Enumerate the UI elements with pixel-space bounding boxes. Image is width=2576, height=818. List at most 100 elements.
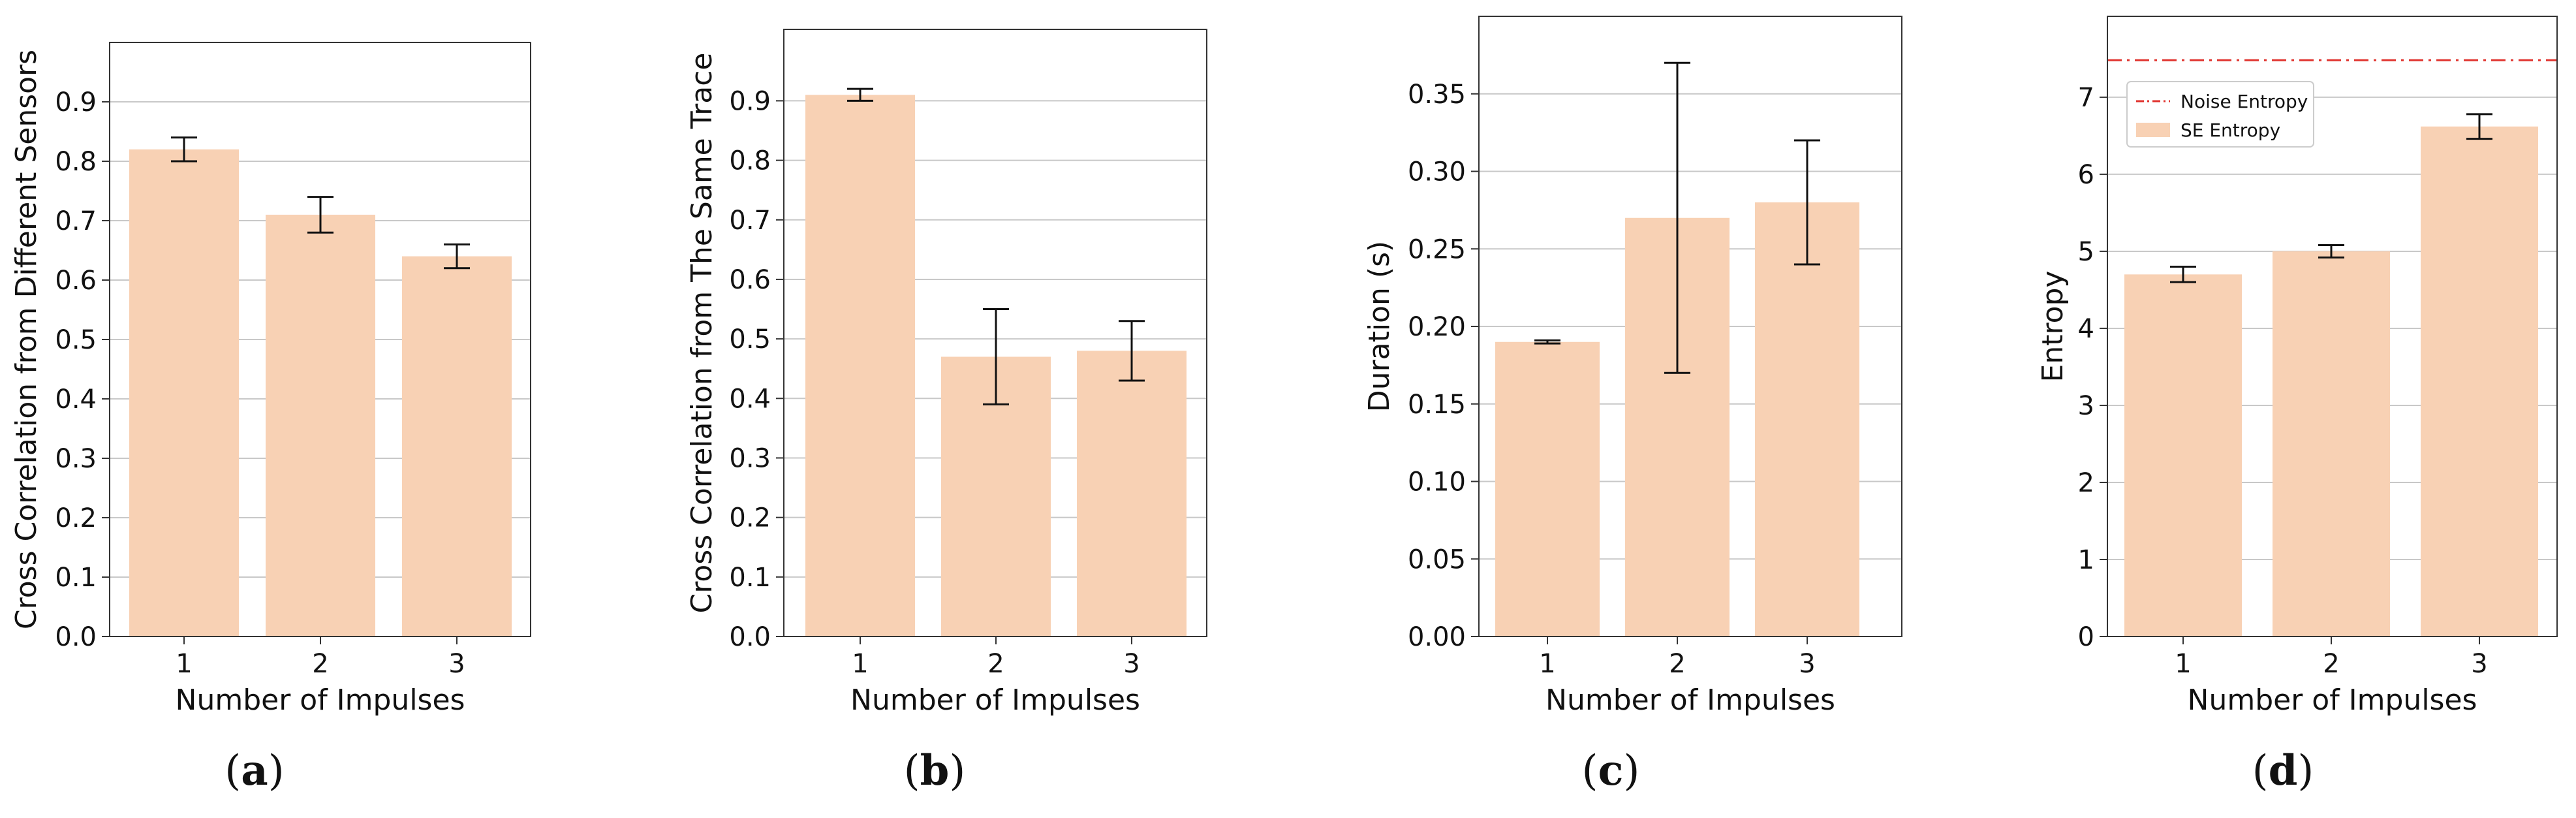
x-axis-title: Number of Impulses bbox=[1545, 684, 1835, 717]
caption-open-paren: ( bbox=[904, 747, 920, 795]
chart-panel-c: 0.00 0.05 0.10 0.15 0.20 0.25 0.30 0.35 1 2 3 Numbe… bbox=[1363, 16, 1902, 795]
y-tick-label: 1 bbox=[2078, 545, 2094, 575]
bar-1 bbox=[1495, 341, 1600, 637]
y-tick-label: 2 bbox=[2078, 468, 2094, 498]
y-tick-label: 0.7 bbox=[729, 206, 771, 236]
caption-open-paren: ( bbox=[2252, 747, 2269, 795]
x-tick-label: 3 bbox=[448, 649, 465, 679]
y-tick-label: 0.0 bbox=[55, 622, 97, 652]
y-tick-label: 0.00 bbox=[1408, 622, 1466, 652]
caption-open-paren: ( bbox=[1582, 747, 1598, 795]
y-tick-label: 0 bbox=[2078, 622, 2094, 652]
caption-letter: b bbox=[920, 746, 950, 795]
error-bar-3 bbox=[1119, 320, 1145, 382]
bar-3 bbox=[2421, 126, 2538, 637]
x-axis-title: Number of Impulses bbox=[2188, 684, 2477, 717]
chart-panel-d: 0 1 2 3 4 5 6 7 1 2 3 Number of Impulses Entropy (d) N… bbox=[2036, 16, 2558, 795]
y-tick-label: 0.8 bbox=[55, 147, 97, 177]
error-bar-3 bbox=[444, 243, 470, 270]
x-axis-title: Number of Impulses bbox=[850, 684, 1140, 717]
bar-3 bbox=[402, 256, 512, 637]
y-tick-label: 0.25 bbox=[1408, 234, 1466, 264]
y-axis-title: Cross Correlation from Different Sensors bbox=[10, 50, 43, 629]
y-tick-label: 0.35 bbox=[1408, 80, 1466, 110]
y-tick-label: 0.3 bbox=[55, 444, 97, 474]
y-tick-label: 0.30 bbox=[1408, 157, 1466, 187]
error-bar-2 bbox=[2318, 244, 2344, 259]
y-tick-label: 0.7 bbox=[55, 206, 97, 236]
error-bar-2 bbox=[307, 196, 334, 234]
legend-swatch-se-entropy bbox=[2136, 123, 2170, 137]
caption-letter: d bbox=[2269, 746, 2298, 795]
error-bar-1 bbox=[171, 136, 197, 163]
panels: 0.0 0.1 0.2 0.3 0.4 0.5 0.6 0.7 0.8 0.9 1 2 3 Number … bbox=[10, 16, 2558, 795]
y-tick-label: 7 bbox=[2078, 83, 2094, 113]
panel-caption: (a) bbox=[225, 746, 284, 795]
error-bar-3 bbox=[2466, 113, 2492, 140]
y-tick-label: 0.4 bbox=[729, 384, 771, 414]
legend-box bbox=[2126, 81, 2314, 148]
bar-2 bbox=[2273, 251, 2390, 637]
y-tick-label: 3 bbox=[2078, 391, 2094, 421]
x-tick-label: 3 bbox=[2471, 649, 2487, 679]
y-tick-label: 6 bbox=[2078, 160, 2094, 190]
caption-letter: a bbox=[241, 746, 268, 795]
panel-caption: (c) bbox=[1582, 746, 1640, 795]
legend-label: SE Entropy bbox=[2180, 119, 2280, 141]
legend-label: Noise Entropy bbox=[2180, 91, 2308, 112]
y-tick-label: 0.9 bbox=[729, 86, 771, 116]
x-tick-label: 2 bbox=[2323, 649, 2339, 679]
bar-1 bbox=[129, 149, 239, 637]
y-tick-label: 0.4 bbox=[55, 385, 97, 415]
y-tick-label: 0.20 bbox=[1408, 312, 1466, 342]
y-tick-label: 0.6 bbox=[55, 266, 97, 296]
y-axis-title: Entropy bbox=[2036, 271, 2070, 383]
x-tick-label: 2 bbox=[312, 649, 328, 679]
plot-frame bbox=[2107, 16, 2558, 637]
error-bar-2 bbox=[1664, 61, 1690, 374]
y-axis-title: Duration (s) bbox=[1363, 241, 1396, 412]
y-tick-label: 0.9 bbox=[55, 87, 97, 118]
x-axis-title: Number of Impulses bbox=[176, 684, 465, 717]
error-bar-2 bbox=[983, 308, 1009, 405]
bar-3 bbox=[1755, 202, 1859, 637]
caption-close-paren: ) bbox=[949, 747, 965, 795]
bar-1 bbox=[2124, 274, 2242, 637]
caption-close-paren: ) bbox=[1623, 747, 1639, 795]
error-bar-1 bbox=[2170, 266, 2196, 283]
y-tick-label: 0.1 bbox=[55, 563, 97, 593]
error-bar-3 bbox=[1794, 139, 1820, 266]
y-tick-label: 0.6 bbox=[729, 265, 771, 295]
panel-caption: (d) bbox=[2252, 746, 2314, 795]
y-tick-label: 0.0 bbox=[729, 622, 771, 652]
y-tick-label: 0.5 bbox=[729, 324, 771, 354]
y-tick-label: 0.8 bbox=[729, 146, 771, 176]
y-tick-label: 0.2 bbox=[55, 503, 97, 533]
y-tick-label: 0.5 bbox=[55, 325, 97, 355]
x-tick-label: 1 bbox=[852, 649, 868, 679]
y-tick-label: 0.1 bbox=[729, 563, 771, 593]
legend: Noise Entropy SE Entropy bbox=[2126, 81, 2314, 148]
x-tick-label: 3 bbox=[1799, 649, 1815, 679]
chart-panel-a: 0.0 0.1 0.2 0.3 0.4 0.5 0.6 0.7 0.8 0.9 1 2 3 Number … bbox=[10, 42, 531, 795]
error-bar-1 bbox=[1534, 339, 1560, 345]
x-tick-label: 1 bbox=[176, 649, 192, 679]
y-tick-label: 0.05 bbox=[1408, 544, 1466, 574]
y-tick-label: 0.3 bbox=[729, 443, 771, 473]
x-tick-label: 3 bbox=[1123, 649, 1140, 679]
bar-2 bbox=[266, 214, 375, 637]
y-tick-label: 5 bbox=[2078, 237, 2094, 267]
caption-letter: c bbox=[1598, 746, 1624, 795]
x-tick-label: 1 bbox=[2175, 649, 2191, 679]
caption-close-paren: ) bbox=[268, 747, 285, 795]
bar-1 bbox=[805, 95, 915, 637]
error-bar-1 bbox=[847, 87, 873, 102]
x-tick-label: 2 bbox=[987, 649, 1004, 679]
y-tick-label: 4 bbox=[2078, 314, 2094, 344]
y-tick-label: 0.2 bbox=[729, 503, 771, 533]
x-tick-label: 1 bbox=[1539, 649, 1555, 679]
y-axis-title: Cross Correlation from The Same Trace bbox=[685, 53, 719, 614]
caption-close-paren: ) bbox=[2297, 747, 2314, 795]
caption-open-paren: ( bbox=[225, 747, 241, 795]
